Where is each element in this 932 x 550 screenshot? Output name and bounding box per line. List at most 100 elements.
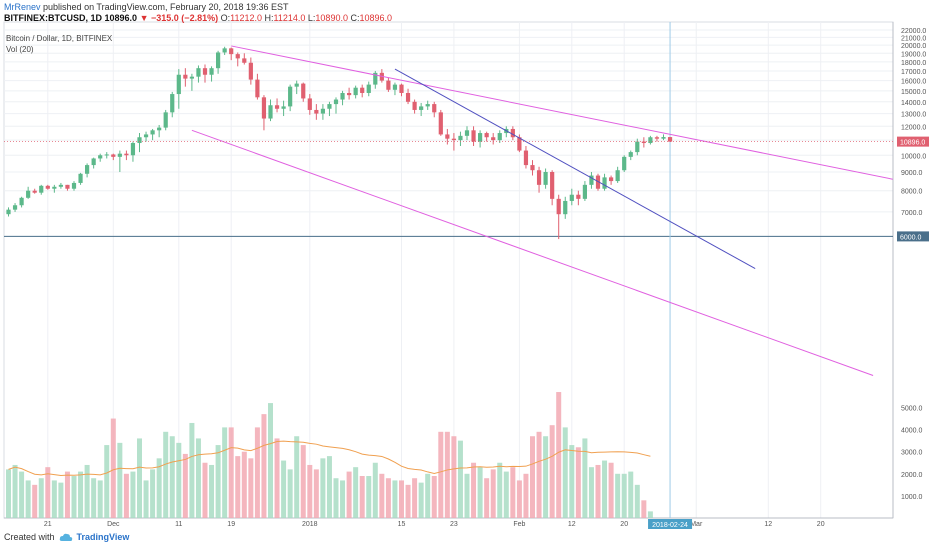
candle-body [366, 84, 371, 93]
volume-bar [490, 469, 496, 518]
volume-bar [615, 473, 621, 518]
candle-body [419, 106, 424, 110]
x-tick-label: 11 [175, 521, 182, 528]
volume-bar [359, 476, 365, 518]
candle-body [261, 97, 267, 119]
candle-body [26, 190, 31, 198]
volume-bar [530, 436, 535, 518]
volume-bar [104, 445, 110, 518]
candle-body [438, 112, 443, 135]
candle-body [556, 198, 561, 215]
candle-body [222, 48, 227, 53]
candle-body [255, 79, 260, 98]
candle-body [52, 186, 57, 189]
volume-bar [405, 484, 411, 518]
candle-body [104, 154, 109, 156]
candle-body [320, 108, 325, 114]
volume-bar [78, 471, 84, 518]
volume-bar [215, 445, 221, 518]
candle-body [301, 83, 306, 99]
candle-body [478, 133, 483, 142]
candle-body [641, 141, 646, 144]
current-price-label: 10896.0 [900, 140, 925, 147]
candle-body [543, 171, 548, 185]
x-tick-label: 23 [450, 521, 458, 528]
volume-bar [628, 471, 634, 518]
volume-bar [156, 458, 162, 518]
volume-bar [556, 392, 562, 518]
candle-body [589, 175, 594, 185]
volume-bar [516, 480, 522, 518]
volume-bar [510, 467, 516, 518]
date-cursor-label: 2018-02-24 [652, 522, 688, 529]
volume-bar [392, 480, 398, 518]
y-tick-label: 21000.0 [901, 35, 926, 42]
volume-bar [464, 473, 470, 518]
x-tick-label: Dec [107, 521, 120, 528]
volume-bar [241, 451, 247, 518]
volume-bar [228, 427, 234, 518]
y-tick-label: 1000.0 [901, 494, 923, 501]
candle-body [216, 52, 221, 69]
candle-body [530, 165, 535, 171]
y-tick-label: 14000.0 [901, 100, 926, 107]
volume-bar [379, 473, 385, 518]
open-label: O: [220, 13, 231, 23]
volume-bar [300, 445, 306, 518]
candle-body [32, 190, 37, 193]
symbol-line: BITFINEX:BTCUSD, 1D 10896.0 ▼ −315.0 (−2… [4, 13, 392, 24]
volume-bar [647, 511, 653, 518]
volume-bar [209, 464, 215, 518]
candle-body [484, 133, 489, 138]
volume-bar [163, 431, 169, 518]
volume-bar [254, 427, 260, 518]
close-label: C: [350, 13, 360, 23]
candle-body [392, 84, 398, 90]
candle-body [91, 158, 96, 166]
candle-body [242, 58, 247, 63]
volume-bar [202, 462, 208, 518]
y-tick-label: 18000.0 [901, 60, 926, 67]
volume-bar [137, 438, 142, 518]
candle-body [405, 92, 411, 102]
volume-bar [471, 462, 477, 518]
candle-body [124, 153, 129, 156]
volume-bar [38, 478, 44, 518]
candle-body [98, 155, 103, 159]
symbol-name: BITFINEX:BTCUSD, 1D [4, 13, 103, 23]
candle-body [523, 150, 529, 166]
candle-body [412, 101, 417, 110]
candle-body [170, 94, 175, 113]
volume-bar [91, 478, 97, 518]
volume-bar [169, 436, 175, 518]
candle-body [661, 137, 666, 139]
candle-body [12, 205, 18, 210]
y-tick-label: 19000.0 [901, 51, 926, 58]
volume-bar [569, 445, 575, 518]
volume-bar [261, 414, 267, 518]
x-tick-label: 19 [227, 521, 235, 528]
x-tick-label: 20 [817, 521, 825, 528]
candle-body [333, 99, 339, 105]
volume-bar [588, 467, 594, 518]
tradingview-brand-link[interactable]: TradingView [76, 532, 130, 542]
candle-body [491, 137, 496, 141]
tradingview-cloud-icon [59, 533, 72, 541]
volume-bar [451, 436, 457, 518]
y-tick-label: 12000.0 [901, 124, 926, 131]
x-tick-label: 15 [398, 521, 406, 528]
candle-body [569, 194, 574, 201]
author-link[interactable]: MrRenev [4, 2, 41, 12]
x-tick-label: 21 [44, 521, 52, 528]
candle-body [536, 170, 542, 185]
volume-bar [399, 480, 404, 518]
volume-bar [425, 473, 431, 518]
volume-ma-line [8, 440, 651, 477]
series-legend: Bitcoin / Dollar, 1D, BITFINEX [6, 34, 113, 43]
volume-bar [418, 482, 424, 518]
y-tick-label: 15000.0 [901, 89, 926, 96]
volume-bar [320, 458, 326, 518]
y-tick-label: 7000.0 [901, 210, 923, 217]
candle-body [209, 68, 214, 75]
